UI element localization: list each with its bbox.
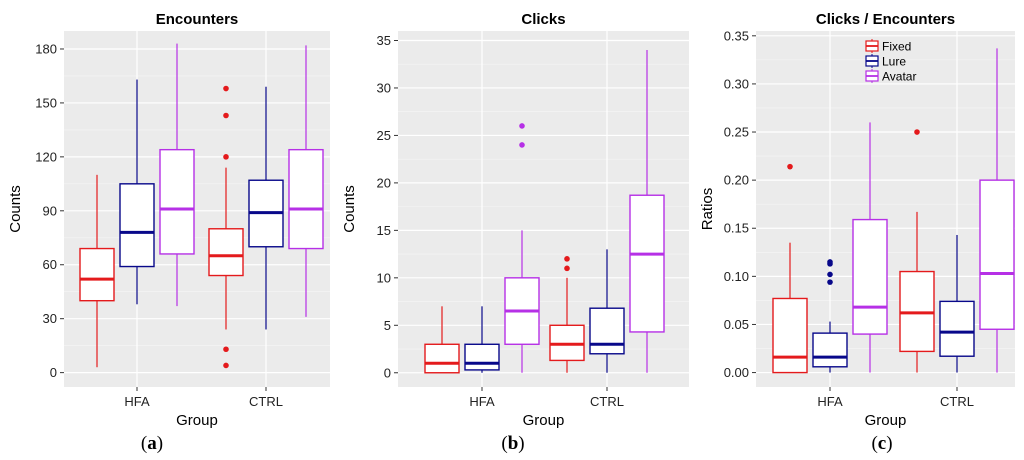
panel-3-box-lure-hfa-outlier <box>827 259 833 265</box>
legend-label-avatar: Avatar <box>882 70 916 84</box>
panel-1-ytick-label: 120 <box>35 149 57 164</box>
panel-3-box-fixed-hfa <box>772 297 808 374</box>
panel-1-box-lure-hfa <box>119 183 155 268</box>
panel-1-box-avatar-ctrl <box>288 148 324 250</box>
panel-3-ytick-label: 0.15 <box>724 221 749 236</box>
legend-label-lure: Lure <box>882 55 906 69</box>
panel-2-box-lure-ctrl <box>589 307 625 355</box>
panel-1-xtick-label: HFA <box>124 394 150 409</box>
panel-1-ytick-label: 0 <box>50 365 57 380</box>
panel-3-xtick-label: CTRL <box>940 394 974 409</box>
caption-b: (b) <box>501 433 525 454</box>
panel-1-ytick-label: 180 <box>35 41 57 56</box>
panel-1-ytick-label: 60 <box>43 257 57 272</box>
panel-2-box-fixed-ctrl-outlier <box>564 265 570 272</box>
panel-1-ylabel: Counts <box>7 185 24 233</box>
panel-3-ytick-label: 0.20 <box>724 173 749 188</box>
panel-3-xtick-label: HFA <box>817 394 843 409</box>
panel-1-box-fixed-ctrl-outlier <box>223 85 229 92</box>
panel-1-box-fixed-ctrl-outlier <box>223 362 229 369</box>
panel-1-box-avatar-hfa <box>159 148 195 255</box>
panel-1-xlabel: Group <box>176 412 218 429</box>
panel-1-box-fixed-hfa <box>79 247 115 302</box>
panel-3-ytick-label: 0.00 <box>724 365 749 380</box>
panel-2-box-avatar-hfa-outlier <box>519 142 525 148</box>
panel-2-box-lure-hfa <box>464 343 500 371</box>
panel-1-box-fixed-ctrl-outlier <box>223 154 229 160</box>
panel-1-title: Encounters <box>156 11 239 28</box>
panel-2-ytick-label: 25 <box>377 128 391 143</box>
panel-2-ylabel: Counts <box>341 185 358 233</box>
panel-2-ytick-label: 10 <box>377 270 391 285</box>
panel-2-ytick-label: 35 <box>377 33 391 48</box>
panel-1-box-fixed-ctrl-outlier <box>223 112 229 119</box>
panel-2-ytick-label: 30 <box>377 80 391 95</box>
panel-1-box-fixed-ctrl-outlier <box>223 346 229 353</box>
panel-3-ylabel: Ratios <box>699 188 716 231</box>
panel-3-box-fixed-hfa-outlier <box>787 163 793 170</box>
panel-2-ytick-label: 15 <box>377 223 391 238</box>
panel-2-ytick-label: 0 <box>384 365 391 380</box>
panel-3-box-fixed-ctrl-outlier <box>914 129 920 135</box>
panel-2-xtick-label: CTRL <box>590 394 624 409</box>
panel-2-xlabel: Group <box>523 412 565 429</box>
panel-2-ytick-label: 20 <box>377 175 391 190</box>
panel-3-box-lure-hfa-outlier <box>827 279 833 285</box>
panel-3-title: Clicks / Encounters <box>816 11 955 28</box>
panel-2-box-fixed-ctrl-outlier <box>564 256 570 262</box>
panel-3-box-avatar-hfa <box>852 218 888 335</box>
panel-3-box-lure-ctrl <box>939 300 975 357</box>
panel-2-box-avatar-hfa-outlier <box>519 123 525 129</box>
panel-2-ytick-label: 5 <box>384 318 391 333</box>
panel-3-ytick-label: 0.30 <box>724 76 749 91</box>
panel-3-box-avatar-ctrl <box>979 179 1015 330</box>
panel-3-ytick-label: 0.05 <box>724 317 749 332</box>
panel-3-xlabel: Group <box>865 412 907 429</box>
panel-3-ytick-label: 0.10 <box>724 269 749 284</box>
panel-3-box-lure-hfa-outlier <box>827 271 833 278</box>
legend-label-fixed: Fixed <box>882 40 911 54</box>
panel-3-box-lure-hfa <box>812 332 848 368</box>
panel-1-xtick-label: CTRL <box>249 394 283 409</box>
panel-1-ytick-label: 90 <box>43 203 57 218</box>
panel-1-background <box>64 31 330 387</box>
panel-2-box-fixed-hfa <box>424 343 460 374</box>
panel-1-ytick-label: 150 <box>35 95 57 110</box>
panel-1-ytick-label: 30 <box>43 311 57 326</box>
panel-3-ytick-label: 0.35 <box>724 28 749 43</box>
panel-2-title: Clicks <box>521 11 565 28</box>
panel-1-box-fixed-ctrl <box>208 228 244 277</box>
panel-3-ytick-label: 0.25 <box>724 125 749 140</box>
caption-a: (a) <box>140 433 164 454</box>
caption-c: (c) <box>871 433 893 454</box>
panel-2-xtick-label: HFA <box>469 394 495 409</box>
panel-2-box-avatar-ctrl <box>629 194 665 333</box>
